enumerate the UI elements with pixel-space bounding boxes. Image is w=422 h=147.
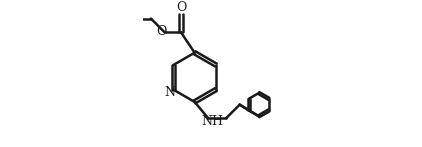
Text: N: N bbox=[165, 86, 176, 99]
Text: O: O bbox=[176, 1, 186, 14]
Text: NH: NH bbox=[201, 115, 223, 128]
Text: O: O bbox=[157, 25, 167, 38]
